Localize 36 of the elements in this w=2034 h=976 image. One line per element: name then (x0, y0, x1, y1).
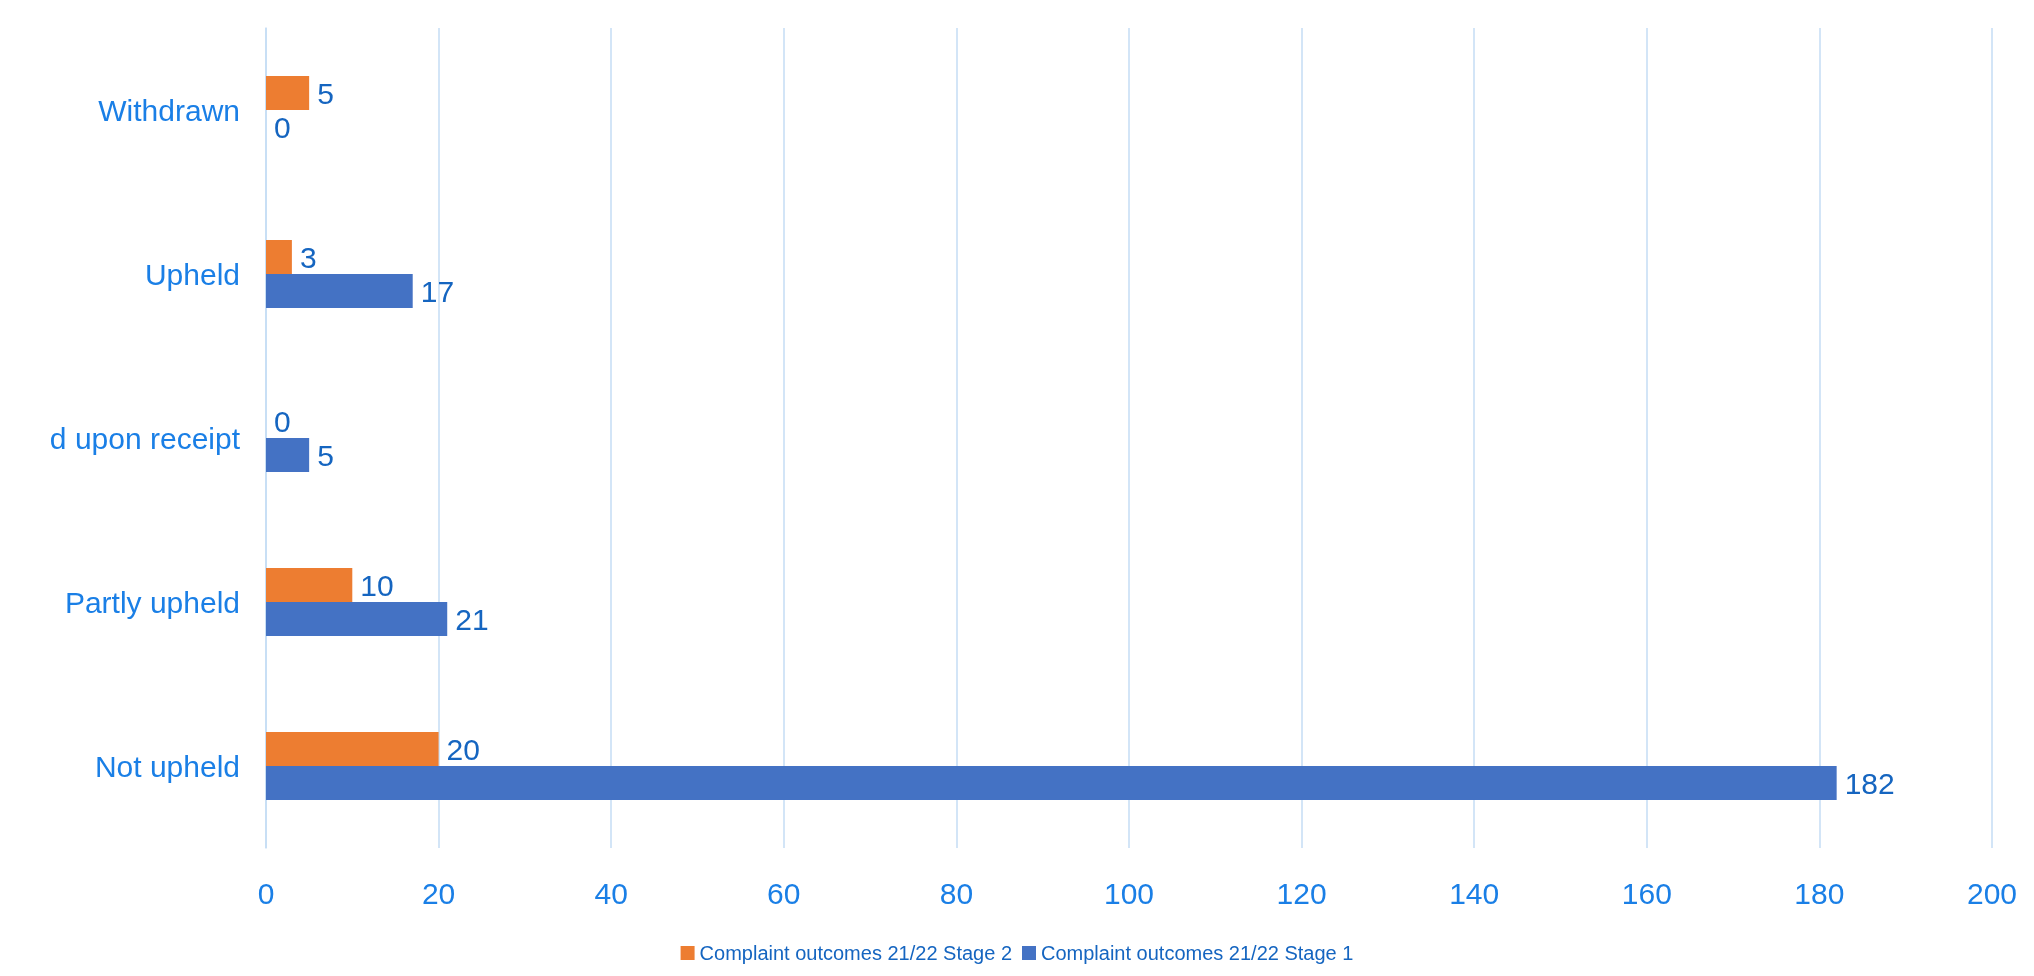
x-tick-label: 140 (1449, 876, 1500, 910)
data-label: 3 (299, 240, 317, 274)
bar (266, 568, 353, 602)
bar (266, 602, 448, 636)
bar (266, 76, 310, 110)
x-tick-label: 160 (1621, 876, 1672, 910)
bar (266, 732, 439, 766)
legend-label: Complaint outcomes 21/22 Stage 1 (1041, 942, 1354, 964)
legend-label: Complaint outcomes 21/22 Stage 2 (699, 942, 1013, 964)
data-label: 182 (1844, 766, 1895, 800)
y-tick-label: Withdrawn (98, 93, 240, 127)
x-tick-label: 180 (1794, 876, 1845, 910)
x-tick-label: 20 (421, 876, 456, 910)
x-tick-label: 60 (767, 876, 801, 910)
data-label: 21 (455, 602, 489, 636)
y-tick-label: d upon receipt (49, 421, 241, 455)
data-label: 5 (317, 76, 334, 110)
bar (266, 766, 1837, 800)
bar (266, 274, 413, 308)
x-tick-label: 200 (1966, 876, 2018, 910)
y-tick-label: Not upheld (94, 749, 240, 783)
data-label: 0 (274, 110, 291, 144)
data-label: 17 (420, 274, 455, 308)
data-label: 5 (317, 438, 334, 472)
x-tick-label: 40 (594, 876, 628, 910)
data-label: 10 (360, 568, 394, 602)
y-tick-label: Partly upheld (64, 585, 240, 619)
x-tick-label: 0 (257, 876, 275, 910)
x-tick-label: 120 (1276, 876, 1327, 910)
bar (266, 240, 292, 274)
x-tick-label: 80 (939, 876, 974, 910)
x-tick-label: 100 (1103, 876, 1155, 910)
data-label: 0 (274, 404, 291, 438)
data-label: 20 (446, 732, 480, 766)
bar (266, 438, 310, 472)
y-tick-label: Upheld (144, 257, 240, 291)
